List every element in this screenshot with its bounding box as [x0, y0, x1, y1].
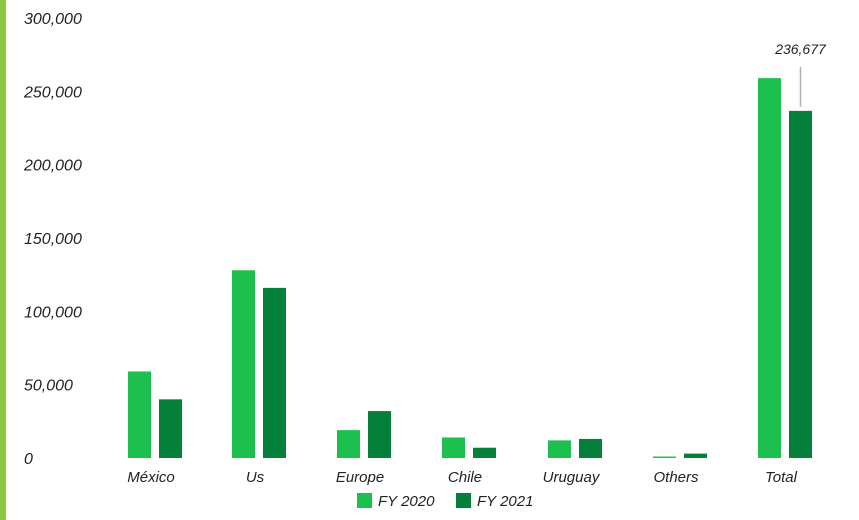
y-tick-label: 150,000: [24, 231, 82, 248]
category-label: Total: [765, 469, 798, 486]
legend-label: FY 2021: [477, 493, 533, 510]
bar: [789, 110, 812, 459]
bar: [263, 287, 286, 458]
bar: [684, 453, 707, 458]
bar: [653, 456, 676, 458]
bar: [442, 437, 465, 458]
category-label: Us: [246, 469, 265, 486]
y-tick-label: 50,000: [24, 378, 73, 395]
y-tick-label: 100,000: [24, 304, 82, 321]
legend: FY 2020 FY 2021: [357, 493, 533, 510]
bar: [368, 411, 391, 458]
category-label: Chile: [448, 469, 482, 486]
bar: [128, 371, 151, 458]
bar: [232, 270, 255, 458]
y-tick-label: 300,000: [24, 11, 82, 28]
bar: [337, 430, 360, 458]
data-label-total-fy2021: 236,677: [774, 41, 827, 57]
bar: [159, 399, 182, 458]
bar: [579, 438, 602, 458]
category-label: Europe: [336, 469, 384, 486]
legend-label: FY 2020: [378, 493, 435, 510]
bar: [758, 78, 781, 458]
legend-swatch: [456, 493, 471, 508]
bars: [128, 78, 812, 459]
y-tick-label: 0: [24, 451, 33, 468]
category-label: Others: [653, 469, 699, 486]
y-tick-label: 200,000: [23, 158, 82, 175]
category-label: México: [127, 469, 175, 486]
bar: [548, 440, 571, 458]
y-axis-ticks: 0 50,000 100,000 150,000 200,000 250,000 300,0…: [23, 11, 82, 468]
left-accent-bar: [0, 0, 6, 520]
x-axis-categories: México Us Europe Chile Uruguay Others Total: [127, 469, 797, 486]
bar: [473, 447, 496, 458]
annotations: 236,677: [774, 41, 827, 107]
legend-swatch: [357, 493, 372, 508]
y-tick-label: 250,000: [23, 84, 82, 101]
category-label: Uruguay: [543, 469, 601, 486]
